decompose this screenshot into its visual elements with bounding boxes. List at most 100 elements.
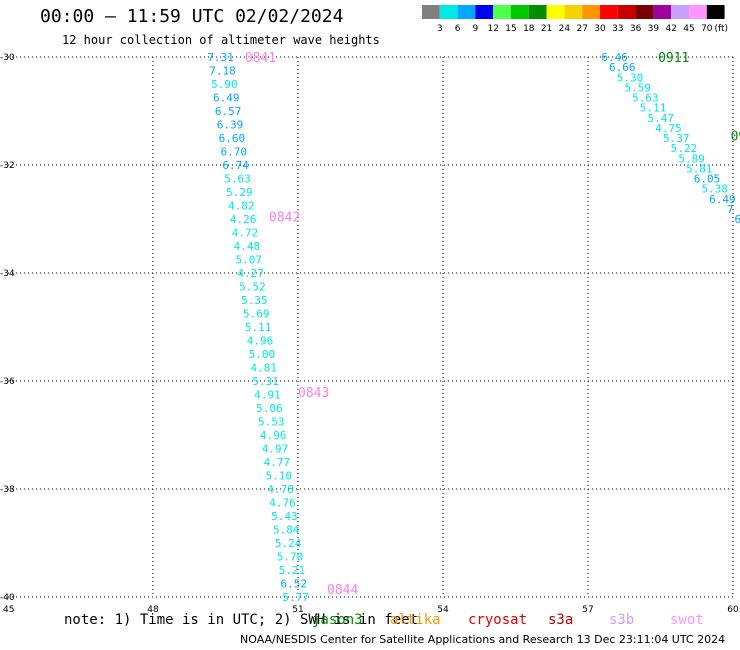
wave-height-label: 5.11 <box>640 102 667 115</box>
page-subtitle: 12 hour collection of altimeter wave hei… <box>62 33 380 47</box>
pass-time-label: 0911 <box>658 51 689 66</box>
legend-tick-label: 6 <box>455 24 461 34</box>
legend-swatch <box>457 5 476 19</box>
wave-height-label: 4.76 <box>269 497 296 510</box>
satellite-s3b: s3b <box>609 612 635 628</box>
wave-height-label: 5.22 <box>671 142 698 155</box>
wave-height-label: 5.30 <box>617 71 644 84</box>
wave-height-label: 4.72 <box>232 227 259 240</box>
wave-height-label: 4.91 <box>254 389 281 402</box>
lat-tick-label: -40 <box>0 593 15 603</box>
wave-height-label: 6.49 <box>213 92 240 105</box>
wave-height-label: 5.37 <box>663 132 690 145</box>
wave-height-label: 6.05 <box>694 173 721 186</box>
lon-tick-label: 51 <box>292 605 303 615</box>
wave-height-label: 4.81 <box>250 362 277 375</box>
legend-swatch <box>689 5 707 19</box>
wave-height-label: 5.29 <box>226 186 253 199</box>
wave-height-label: 5.38 <box>701 183 728 196</box>
legend-swatch <box>439 5 458 19</box>
page-title: 00:00 – 11:59 UTC 02/02/2024 <box>40 6 344 27</box>
legend-tick-label: 24 <box>559 24 571 34</box>
wave-height-label: 5.53 <box>258 416 285 429</box>
wave-height-label: 5.90 <box>211 78 238 91</box>
legend-swatch <box>528 5 547 19</box>
legend-swatch <box>422 5 440 19</box>
pass-time-label: 09 <box>731 129 740 144</box>
wave-height-label: 6.74 <box>222 159 249 172</box>
legend-tick-label: 70 <box>701 24 713 34</box>
pass-time-label: 0842 <box>269 210 300 225</box>
wave-height-label: 4.26 <box>230 213 257 226</box>
legend-tick-label: 12 <box>487 24 498 34</box>
legend-swatch <box>475 5 494 19</box>
legend-tick-label: 45 <box>683 24 694 34</box>
pass-time-label: 0843 <box>298 386 329 401</box>
legend-tick-label: 3 <box>437 24 443 34</box>
pass-time-label: 0844 <box>327 583 358 598</box>
legend-swatch <box>617 5 636 19</box>
wave-height-label: 5.47 <box>648 112 675 125</box>
wave-height-label: 5.10 <box>265 470 292 483</box>
legend-swatch <box>706 5 725 19</box>
wave-height-label: 6.46 <box>601 51 628 64</box>
satellite-cryosat: cryosat <box>468 612 528 628</box>
legend-tick-label: 36 <box>630 24 642 34</box>
wave-height-label: 5.31 <box>252 375 279 388</box>
wave-height-label: 7.31 <box>207 51 234 64</box>
wave-height-label: 7.18 <box>209 65 236 78</box>
wave-height-label: 5.81 <box>686 162 713 175</box>
wave-height-label: 4.96 <box>260 429 287 442</box>
wave-height-label: 6.49 <box>709 193 736 206</box>
note-text: note: 1) Time is in UTC; 2) SWH is in fe… <box>64 612 419 628</box>
wave-height-label: 6.39 <box>217 119 244 132</box>
legend-tick-label: 42 <box>665 24 676 34</box>
legend-tick-label: 18 <box>523 24 535 34</box>
wave-height-label: 5.63 <box>632 92 659 105</box>
legend-swatch <box>635 5 654 19</box>
satellite-s3a: s3a <box>548 612 574 628</box>
lon-tick-label: 57 <box>582 605 593 615</box>
credit-line: NOAA/NESDIS Center for Satellite Applica… <box>240 633 726 646</box>
wave-height-label: 6.60 <box>219 132 246 145</box>
satellite-swot: swot <box>670 612 704 628</box>
wave-height-label: 7 <box>727 203 734 216</box>
wave-height-label: 5.69 <box>243 308 270 321</box>
lat-tick-label: -36 <box>0 377 15 387</box>
lat-tick-label: -32 <box>0 161 15 171</box>
legend-swatch <box>600 5 618 19</box>
wave-height-label: 5.21 <box>279 564 306 577</box>
lat-tick-label: -34 <box>0 269 15 279</box>
wave-height-label: 6 <box>735 213 740 226</box>
wave-height-label: 5.59 <box>624 81 651 94</box>
lat-tick-label: -30 <box>0 53 15 63</box>
wave-height-label: 4.78 <box>267 483 294 496</box>
wave-height-label: 5.77 <box>282 591 309 604</box>
wave-height-label: 4.96 <box>247 335 274 348</box>
wave-height-label: 6.70 <box>221 146 248 159</box>
wave-height-label: 6.52 <box>280 578 307 591</box>
wave-height-label: 5.52 <box>239 281 266 294</box>
wave-height-label: 5.35 <box>241 294 268 307</box>
wave-height-label: 4.77 <box>264 456 291 469</box>
wave-height-label: 5.63 <box>224 173 251 186</box>
legend-swatch <box>564 5 583 19</box>
legend-swatch <box>671 5 689 19</box>
legend-unit-label: (ft) <box>714 24 728 34</box>
wave-height-label: 5.11 <box>245 321 272 334</box>
wave-height-label: 4.82 <box>228 200 255 213</box>
wave-height-label: 6.66 <box>609 61 636 74</box>
satellite-jason3: jason3 <box>312 612 363 628</box>
lon-tick-label: 48 <box>147 605 159 615</box>
legend-tick-label: 30 <box>594 24 606 34</box>
wave-height-label: 4.27 <box>237 267 264 280</box>
wave-height-label: 5.06 <box>256 402 283 415</box>
legend-tick-label: 27 <box>576 24 587 34</box>
wave-height-label: 5.00 <box>249 348 276 361</box>
wave-height-label: 5.89 <box>678 152 705 165</box>
legend-tick-label: 33 <box>612 24 623 34</box>
wave-height-label: 4.48 <box>234 240 261 253</box>
wave-height-label: 5.07 <box>236 254 263 267</box>
wave-height-label: 5.43 <box>271 510 298 523</box>
lon-tick-label: 60 <box>727 605 739 615</box>
